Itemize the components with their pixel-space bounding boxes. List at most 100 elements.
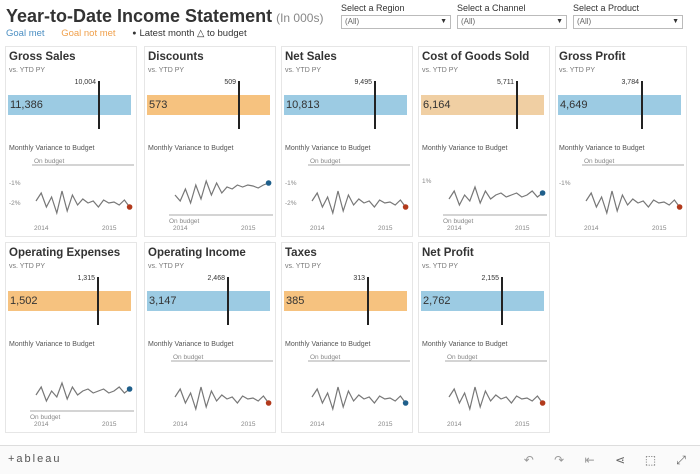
channel-select[interactable]: (All) ▼ bbox=[457, 15, 567, 29]
dashboard-header: Year-to-Date Income Statement (In 000s) G… bbox=[0, 0, 700, 46]
kpi-bullet-chart[interactable]: 1,502 1,315 bbox=[6, 275, 138, 331]
year-end-label: 2015 bbox=[515, 421, 530, 428]
kpi-card-gross-profit[interactable]: Gross Profit vs. YTD PY 4,649 3,784 Monthly … bbox=[555, 46, 687, 237]
tableau-logo: +ableau bbox=[8, 453, 62, 465]
kpi-card-discounts[interactable]: Discounts vs. YTD PY 573 509 Monthly Varianc… bbox=[144, 46, 276, 237]
kpi-bullet-chart[interactable]: 6,164 5,711 bbox=[419, 79, 551, 135]
budget-label: On budget bbox=[584, 158, 615, 165]
budget-label: On budget bbox=[310, 158, 341, 165]
redo-icon[interactable]: ↷ bbox=[554, 453, 565, 467]
latest-month-marker bbox=[265, 400, 272, 406]
kpi-card-gross-sales[interactable]: Gross Sales vs. YTD PY 11,386 10,004 Monthly… bbox=[5, 46, 137, 237]
year-end-label: 2015 bbox=[102, 421, 117, 428]
kpi-card-taxes[interactable]: Taxes vs. YTD PY 385 313 Monthly Variance to… bbox=[281, 242, 413, 433]
page-title: Year-to-Date Income Statement (In 000s) bbox=[6, 6, 324, 26]
kpi-actual-bar[interactable] bbox=[8, 95, 131, 115]
year-start-label: 2014 bbox=[447, 225, 462, 232]
kpi-name: Operating Expenses bbox=[9, 247, 121, 259]
region-filter-label: Select a Region bbox=[341, 3, 405, 13]
latest-month-marker bbox=[539, 400, 546, 406]
latest-month-marker bbox=[126, 386, 133, 392]
kpi-comparison-label: vs. YTD PY bbox=[148, 263, 185, 270]
kpi-target-line bbox=[367, 277, 369, 325]
kpi-actual-value: 3,147 bbox=[149, 295, 177, 307]
kpi-actual-bar[interactable] bbox=[147, 291, 270, 311]
revert-icon[interactable]: ⇤ bbox=[584, 453, 595, 467]
channel-select-value: (All) bbox=[461, 17, 476, 26]
variance-line bbox=[174, 386, 270, 412]
kpi-bullet-chart[interactable]: 573 509 bbox=[145, 79, 277, 135]
legend-latest-month: Latest month △ to budget bbox=[132, 28, 246, 39]
product-select[interactable]: (All) ▼ bbox=[573, 15, 683, 29]
variance-sparkline[interactable]: On budget -1% -2% bbox=[282, 155, 414, 225]
kpi-actual-bar[interactable] bbox=[8, 291, 131, 311]
kpi-comparison-label: vs. YTD PY bbox=[285, 263, 322, 270]
kpi-name: Net Profit bbox=[422, 247, 474, 259]
kpi-bullet-chart[interactable]: 10,813 9,495 bbox=[282, 79, 414, 135]
kpi-name: Gross Profit bbox=[559, 51, 626, 63]
chevron-down-icon: ▼ bbox=[672, 18, 679, 25]
kpi-target-value: 313 bbox=[353, 275, 365, 282]
year-start-label: 2014 bbox=[310, 421, 325, 428]
kpi-actual-bar[interactable] bbox=[421, 95, 544, 115]
kpi-name: Taxes bbox=[285, 247, 317, 259]
variance-chart-title: Monthly Variance to Budget bbox=[559, 145, 645, 152]
kpi-target-line bbox=[227, 277, 229, 325]
kpi-name: Net Sales bbox=[285, 51, 337, 63]
toolbar-tools: ↶ ↷ ⇤ ⋖ ⬚ ⤢ bbox=[514, 451, 692, 469]
variance-chart-title: Monthly Variance to Budget bbox=[285, 341, 371, 348]
year-start-label: 2014 bbox=[173, 225, 188, 232]
download-icon[interactable]: ⬚ bbox=[644, 453, 657, 467]
kpi-actual-value: 4,649 bbox=[560, 99, 588, 111]
kpi-target-line bbox=[374, 81, 376, 129]
variance-sparkline[interactable]: On budget bbox=[419, 351, 551, 421]
share-icon[interactable]: ⋖ bbox=[615, 453, 626, 467]
region-select[interactable]: (All) ▼ bbox=[341, 15, 451, 29]
kpi-actual-bar[interactable] bbox=[421, 291, 544, 311]
variance-sparkline[interactable]: On budget bbox=[145, 351, 277, 421]
fullscreen-icon[interactable]: ⤢ bbox=[676, 453, 686, 467]
budget-label: On budget bbox=[447, 354, 478, 361]
kpi-card-net-sales[interactable]: Net Sales vs. YTD PY 10,813 9,495 Monthly Va… bbox=[281, 46, 413, 237]
kpi-card-cost-of-goods-sold[interactable]: Cost of Goods Sold vs. YTD PY 6,164 5,711 Mo… bbox=[418, 46, 550, 237]
year-start-label: 2014 bbox=[447, 421, 462, 428]
kpi-target-value: 2,155 bbox=[481, 275, 499, 282]
product-select-value: (All) bbox=[577, 17, 592, 26]
kpi-actual-value: 573 bbox=[149, 99, 168, 111]
kpi-actual-value: 1,502 bbox=[10, 295, 38, 307]
variance-line bbox=[35, 381, 130, 403]
variance-sparkline[interactable]: On budget bbox=[282, 351, 414, 421]
variance-sparkline[interactable]: On budget 1% bbox=[419, 155, 551, 225]
variance-sparkline[interactable]: On budget -1% -2% bbox=[6, 155, 138, 225]
year-end-label: 2015 bbox=[241, 421, 256, 428]
kpi-bullet-chart[interactable]: 11,386 10,004 bbox=[6, 79, 138, 135]
budget-label: On budget bbox=[30, 414, 61, 421]
legend: Goal met Goal not met Latest month △ to … bbox=[6, 28, 261, 39]
kpi-actual-value: 385 bbox=[286, 295, 305, 307]
variance-sparkline[interactable]: On budget bbox=[145, 155, 277, 225]
axis-tick-label: -2% bbox=[285, 200, 297, 207]
kpi-card-operating-income[interactable]: Operating Income vs. YTD PY 3,147 2,468 Mont… bbox=[144, 242, 276, 433]
kpi-card-operating-expenses[interactable]: Operating Expenses vs. YTD PY 1,502 1,315 Mo… bbox=[5, 242, 137, 433]
kpi-actual-bar[interactable] bbox=[284, 95, 407, 115]
kpi-bullet-chart[interactable]: 3,147 2,468 bbox=[145, 275, 277, 331]
kpi-actual-bar[interactable] bbox=[284, 291, 407, 311]
undo-icon[interactable]: ↶ bbox=[523, 453, 534, 467]
kpi-bullet-chart[interactable]: 4,649 3,784 bbox=[556, 79, 688, 135]
axis-tick-label: 1% bbox=[422, 178, 432, 185]
kpi-comparison-label: vs. YTD PY bbox=[422, 67, 459, 74]
variance-sparkline[interactable]: On budget -1% bbox=[556, 155, 688, 225]
budget-label: On budget bbox=[169, 218, 200, 225]
kpi-bullet-chart[interactable]: 2,762 2,155 bbox=[419, 275, 551, 331]
latest-month-marker bbox=[402, 400, 409, 406]
kpi-card-net-profit[interactable]: Net Profit vs. YTD PY 2,762 2,155 Monthly Va… bbox=[418, 242, 550, 433]
latest-month-marker bbox=[265, 180, 272, 186]
kpi-actual-bar[interactable] bbox=[558, 95, 681, 115]
variance-sparkline[interactable]: On budget bbox=[6, 351, 138, 421]
kpi-bullet-chart[interactable]: 385 313 bbox=[282, 275, 414, 331]
variance-line bbox=[311, 190, 407, 216]
kpi-comparison-label: vs. YTD PY bbox=[9, 67, 46, 74]
kpi-target-value: 10,004 bbox=[74, 79, 96, 86]
variance-line bbox=[448, 386, 544, 412]
kpi-target-value: 2,468 bbox=[207, 275, 225, 282]
